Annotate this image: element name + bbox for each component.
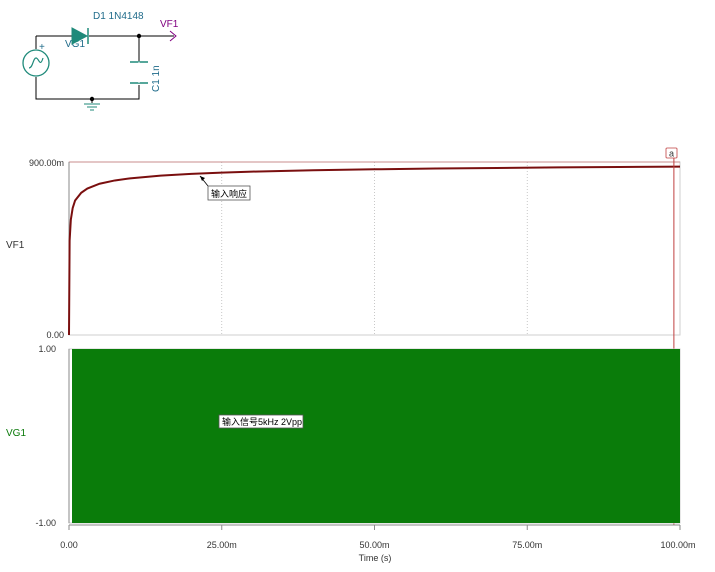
cursor-marker[interactable] xyxy=(665,147,678,159)
ground-symbol xyxy=(84,103,100,111)
x-tick-label: 50.00m xyxy=(359,540,389,550)
vf1-plot: 900.00m 0.00 VF1 输入响应 a xyxy=(6,147,681,525)
x-tick-label: 0.00 xyxy=(60,540,78,550)
annotation-box xyxy=(207,185,251,201)
x-tick-label: 25.00m xyxy=(207,540,237,550)
diode-icon xyxy=(71,27,89,45)
output-label: VF1 xyxy=(160,19,179,30)
x-axis-title: Time (s) xyxy=(359,553,392,563)
annotation-box xyxy=(218,414,304,429)
vg1-plot: 1.00 -1.00 VG1 输入信号5kHz 2Vpp 0.00 25.00m 5… xyxy=(6,344,696,563)
vg1-waveform-stripes xyxy=(72,349,680,523)
schematic: + VG1 D1 1N4148 C1 1n VF1 xyxy=(22,11,179,111)
vg1-axis-label: VG1 xyxy=(6,428,26,439)
vg1-annotation: 输入信号5kHz 2Vpp xyxy=(218,414,304,429)
source-plus-sign: + xyxy=(39,42,45,53)
capacitor-label: C1 1n xyxy=(151,65,162,92)
x-tick-label: 75.00m xyxy=(512,540,542,550)
junction-dot xyxy=(136,33,142,39)
x-tick-label: 100.00m xyxy=(660,540,695,550)
output-terminal-icon xyxy=(169,30,177,42)
voltage-source-icon xyxy=(22,49,50,77)
x-axis-ticks: 0.00 25.00m 50.00m 75.00m 100.00m xyxy=(60,525,696,550)
vf1-series-line xyxy=(68,165,681,336)
vg1-ytick-label-top: 1.00 xyxy=(38,344,56,354)
cursor-marker-label: a xyxy=(669,149,674,159)
vf1-ytick-label-top: 900.00m xyxy=(29,158,64,168)
vf1-axis-label: VF1 xyxy=(6,240,25,251)
vf1-annotation-text: 输入响应 xyxy=(211,188,247,199)
vg1-ytick-label-bottom: -1.00 xyxy=(35,518,56,528)
source-label: VG1 xyxy=(65,39,85,50)
vg1-annotation-text: 输入信号5kHz 2Vpp xyxy=(222,416,302,427)
annotation-arrowhead xyxy=(200,176,205,181)
vf1-annotation: 输入响应 xyxy=(199,175,251,201)
junction-dot xyxy=(89,96,95,102)
vf1-ytick-label-bottom: 0.00 xyxy=(46,330,64,340)
vg1-series-area xyxy=(72,349,680,523)
vf1-gridlines xyxy=(221,162,528,335)
diode-label: D1 1N4148 xyxy=(93,11,144,22)
